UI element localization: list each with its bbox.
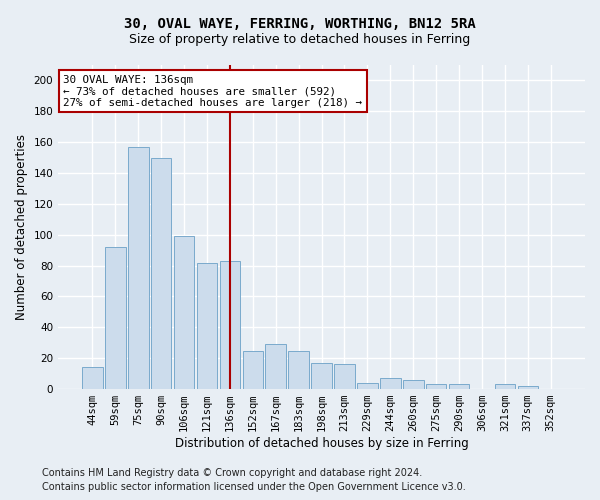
Bar (197, 262, 217, 389)
Bar (289, 350, 309, 389)
Bar (518, 386, 538, 389)
Text: Contains HM Land Registry data © Crown copyright and database right 2024.: Contains HM Land Registry data © Crown c… (42, 468, 422, 477)
Bar (220, 261, 240, 389)
Text: Contains public sector information licensed under the Open Government Licence v3: Contains public sector information licen… (42, 482, 466, 492)
Text: 30, OVAL WAYE, FERRING, WORTHING, BN12 5RA: 30, OVAL WAYE, FERRING, WORTHING, BN12 5… (124, 18, 476, 32)
Bar (265, 344, 286, 389)
Y-axis label: Number of detached properties: Number of detached properties (15, 134, 28, 320)
Bar (311, 363, 332, 389)
Bar (334, 364, 355, 389)
Bar (494, 384, 515, 389)
Bar (449, 384, 469, 389)
Bar (105, 247, 125, 389)
X-axis label: Distribution of detached houses by size in Ferring: Distribution of detached houses by size … (175, 437, 469, 450)
Text: 30 OVAL WAYE: 136sqm
← 73% of detached houses are smaller (592)
27% of semi-deta: 30 OVAL WAYE: 136sqm ← 73% of detached h… (64, 74, 362, 108)
Bar (380, 378, 401, 389)
Bar (357, 383, 378, 389)
Bar (403, 380, 424, 389)
Bar (128, 147, 149, 389)
Bar (151, 158, 172, 389)
Text: Size of property relative to detached houses in Ferring: Size of property relative to detached ho… (130, 32, 470, 46)
Bar (426, 384, 446, 389)
Bar (82, 368, 103, 389)
Bar (242, 350, 263, 389)
Bar (174, 236, 194, 389)
